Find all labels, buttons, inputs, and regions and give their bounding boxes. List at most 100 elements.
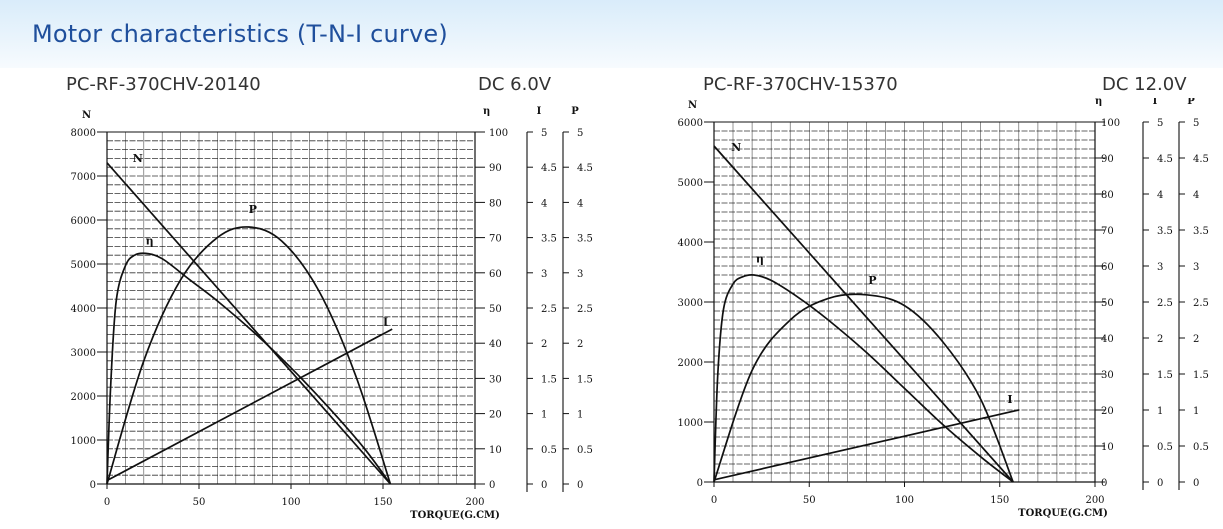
- series-eta-label: η: [756, 252, 764, 265]
- p-tick-label: 0: [577, 480, 583, 491]
- p-tick-label: 3.5: [577, 234, 593, 245]
- p-tick-label: 1.5: [577, 374, 593, 385]
- i-tick-label: 0.5: [1157, 442, 1173, 453]
- p-tick-label: 2.5: [1193, 298, 1209, 309]
- eta-tick-label: 60: [489, 269, 502, 280]
- n-tick-label: 6000: [678, 118, 703, 129]
- series-i-curve: [713, 409, 1019, 481]
- i-tick-label: 4.5: [541, 163, 557, 174]
- n-tick-label: 0: [90, 480, 96, 491]
- p-tick-label: 5: [577, 128, 583, 139]
- n-tick-label: 5000: [678, 178, 703, 189]
- eta-tick-label: 90: [489, 163, 502, 174]
- x-tick-label: 50: [193, 497, 206, 508]
- p-tick-label: 3: [577, 269, 583, 280]
- series-eta-curve: [713, 273, 1014, 483]
- i-tick-label: 2: [541, 339, 547, 350]
- i-tick-label: 3.5: [541, 234, 557, 245]
- x-tick-label: 150: [373, 497, 392, 508]
- n-tick-label: 5000: [71, 260, 96, 271]
- x-tick-label: 100: [281, 497, 300, 508]
- p-tick-label: 0.5: [577, 445, 593, 456]
- eta-tick-label: 20: [489, 410, 502, 421]
- i-tick-label: 3: [541, 269, 547, 280]
- i-tick-label: 5: [1157, 118, 1163, 129]
- eta-tick-label: 100: [489, 128, 508, 139]
- eta-tick-label: 70: [1101, 226, 1114, 237]
- i-tick-label: 4.5: [1157, 154, 1173, 165]
- x-tick-label: 200: [465, 497, 484, 508]
- x-tick-label: 0: [711, 495, 717, 506]
- n-tick-label: 1000: [678, 418, 703, 429]
- x-tick-label: 150: [990, 495, 1009, 506]
- i-tick-label: 4: [541, 198, 547, 209]
- eta-tick-label: 30: [1101, 370, 1114, 381]
- series-eta-curve: [106, 252, 392, 485]
- eta-tick-label: 80: [489, 198, 502, 209]
- x-tick-label: 100: [895, 495, 914, 506]
- x-axis-title: TORQUE(G.CM): [410, 510, 500, 521]
- series-i-curve: [106, 328, 393, 482]
- series-i-label: I: [383, 316, 388, 329]
- series-i-label: I: [1007, 393, 1012, 406]
- tni-chart-1: N010002000300040005000600070008000η01020…: [71, 106, 593, 521]
- series-p-curve: [713, 293, 1014, 483]
- p-tick-label: 1: [1193, 406, 1199, 417]
- n-tick-label: 4000: [71, 304, 96, 315]
- eta-axis-title: η: [1095, 98, 1102, 107]
- eta-tick-label: 30: [489, 374, 502, 385]
- i-tick-label: 3.5: [1157, 226, 1173, 237]
- p-tick-label: 0.5: [1193, 442, 1209, 453]
- panel-1-voltage: DC 6.0V: [478, 74, 552, 95]
- series-eta-label: η: [146, 235, 154, 248]
- eta-tick-label: 60: [1101, 262, 1114, 273]
- i-tick-label: 0: [1157, 478, 1163, 489]
- eta-tick-label: 0: [489, 480, 495, 491]
- eta-tick-label: 70: [489, 234, 502, 245]
- i-axis-title: I: [1153, 98, 1158, 107]
- p-tick-label: 5: [1193, 118, 1199, 129]
- i-tick-label: 2.5: [1157, 298, 1173, 309]
- i-tick-label: 4: [1157, 190, 1163, 201]
- n-tick-label: 3000: [678, 298, 703, 309]
- p-tick-label: 1: [577, 410, 583, 421]
- n-tick-label: 4000: [678, 238, 703, 249]
- panel-1-model: PC-RF-370CHV-20140: [66, 74, 261, 95]
- eta-tick-label: 40: [1101, 334, 1114, 345]
- series-n-curve: [106, 162, 392, 485]
- p-tick-label: 4: [1193, 190, 1199, 201]
- i-tick-label: 2.5: [541, 304, 557, 315]
- i-tick-label: 0: [541, 480, 547, 491]
- title-banner: Motor characteristics (T-N-I curve): [0, 0, 1223, 68]
- eta-tick-label: 50: [489, 304, 502, 315]
- page-title: Motor characteristics (T-N-I curve): [32, 20, 448, 48]
- i-axis-title: I: [537, 106, 542, 117]
- i-tick-label: 0.5: [541, 445, 557, 456]
- i-tick-label: 1.5: [1157, 370, 1173, 381]
- p-tick-label: 2: [1193, 334, 1199, 345]
- eta-tick-label: 100: [1101, 118, 1120, 129]
- n-axis-title: N: [688, 100, 697, 111]
- n-tick-label: 2000: [678, 358, 703, 369]
- p-tick-label: 0: [1193, 478, 1199, 489]
- p-tick-label: 2.5: [577, 304, 593, 315]
- i-tick-label: 5: [541, 128, 547, 139]
- p-tick-label: 3.5: [1193, 226, 1209, 237]
- eta-tick-label: 0: [1101, 478, 1107, 489]
- n-tick-label: 8000: [71, 128, 96, 139]
- eta-tick-label: 10: [1101, 442, 1114, 453]
- series-n-label: N: [133, 152, 143, 165]
- n-tick-label: 0: [697, 478, 703, 489]
- n-tick-label: 6000: [71, 216, 96, 227]
- x-tick-label: 200: [1085, 495, 1104, 506]
- x-tick-label: 0: [104, 497, 110, 508]
- i-tick-label: 1: [541, 410, 547, 421]
- p-tick-label: 2: [577, 339, 583, 350]
- tni-chart-2: N0100020003000400050006000η0102030405060…: [678, 98, 1209, 519]
- x-tick-label: 50: [803, 495, 816, 506]
- series-p-curve: [106, 226, 392, 485]
- i-tick-label: 1.5: [541, 374, 557, 385]
- i-tick-label: 3: [1157, 262, 1163, 273]
- panel-2-voltage: DC 12.0V: [1102, 74, 1187, 95]
- series-n-label: N: [731, 141, 741, 154]
